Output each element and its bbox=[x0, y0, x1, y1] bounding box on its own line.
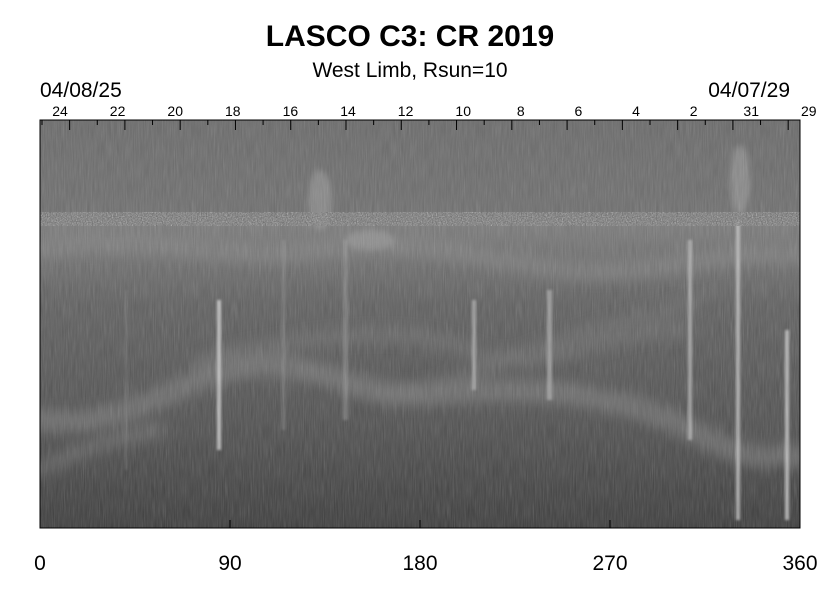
day-ticks bbox=[41, 120, 789, 130]
day-label: 4 bbox=[632, 103, 640, 119]
day-label: 6 bbox=[575, 103, 583, 119]
start-date-label: 04/08/25 bbox=[40, 79, 122, 102]
day-label: 18 bbox=[225, 103, 241, 119]
x-axis-ticks bbox=[39, 520, 801, 528]
day-label: 22 bbox=[110, 103, 126, 119]
end-date-label: 04/07/29 bbox=[708, 79, 790, 102]
x-axis-labels: 0 90 180 270 360 bbox=[34, 552, 817, 575]
day-labels: 24 22 20 18 16 14 12 10 8 6 4 2 31 29 bbox=[52, 103, 817, 119]
day-label: 16 bbox=[283, 103, 299, 119]
day-label: 14 bbox=[340, 103, 356, 119]
x-tick-label: 270 bbox=[592, 552, 627, 575]
x-tick-label: 360 bbox=[782, 552, 817, 575]
x-tick-label: 0 bbox=[34, 552, 46, 575]
day-label: 2 bbox=[690, 103, 698, 119]
day-label: 31 bbox=[743, 103, 759, 119]
day-label: 8 bbox=[517, 103, 525, 119]
day-label: 10 bbox=[455, 103, 471, 119]
plot-subtitle: West Limb, Rsun=10 bbox=[312, 59, 508, 82]
coronal-image bbox=[40, 120, 800, 528]
x-tick-label: 180 bbox=[402, 552, 437, 575]
day-label: 24 bbox=[52, 103, 68, 119]
day-label: 20 bbox=[167, 103, 183, 119]
plot-title: LASCO C3: CR 2019 bbox=[265, 20, 555, 53]
day-label: 12 bbox=[398, 103, 414, 119]
x-tick-label: 90 bbox=[218, 552, 241, 575]
day-label: 29 bbox=[801, 103, 817, 119]
